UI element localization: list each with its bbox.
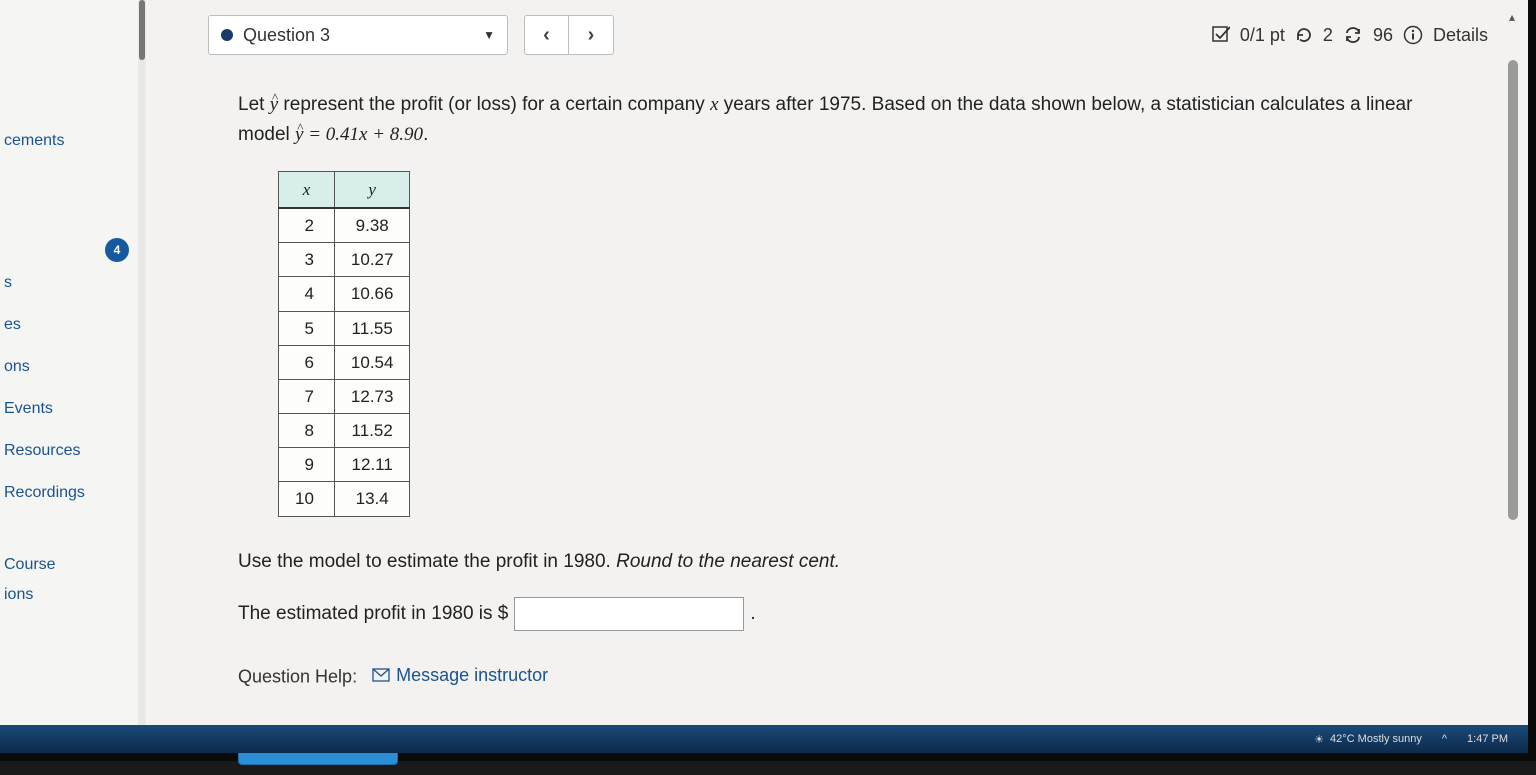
question-selector[interactable]: Question 3 ▼: [208, 15, 508, 55]
scroll-up-icon[interactable]: ▴: [1504, 10, 1520, 26]
question-meta: 0/1 pt 2 96 Details: [1212, 25, 1488, 46]
cell-y: 13.4: [334, 482, 410, 516]
data-table: x y 29.38310.27410.66511.55610.54712.738…: [278, 171, 410, 517]
cell-y: 10.66: [334, 277, 410, 311]
cell-y: 10.54: [334, 345, 410, 379]
prev-question-button[interactable]: ‹: [525, 16, 569, 54]
retry-icon: [1295, 26, 1313, 44]
scrollbar-thumb[interactable]: [139, 0, 145, 60]
sidebar-item[interactable]: cements: [0, 120, 140, 162]
cell-y: 10.27: [334, 243, 410, 277]
table-row: 610.54: [279, 345, 410, 379]
retries-text: 96: [1373, 25, 1393, 46]
answer-suffix: .: [750, 599, 755, 629]
help-line: Question Help: Message instructor: [238, 661, 1458, 691]
sidebar-item[interactable]: s: [0, 262, 140, 304]
cell-y: 12.11: [334, 448, 410, 482]
table-row: 912.11: [279, 448, 410, 482]
answer-prefix: The estimated profit in 1980 is $: [238, 599, 508, 629]
score-text: 0/1 pt: [1240, 25, 1285, 46]
taskbar: ☀ 42°C Mostly sunny ^ 1:47 PM: [0, 725, 1528, 753]
cell-x: 9: [279, 448, 335, 482]
question-body: Let y^ represent the profit (or loss) fo…: [208, 60, 1488, 775]
cell-y: 11.52: [334, 414, 410, 448]
cell-x: 5: [279, 311, 335, 345]
sidebar: cements s es ons Events Resources Record…: [0, 0, 140, 753]
table-row: 29.38: [279, 208, 410, 243]
table-row: 811.52: [279, 414, 410, 448]
cell-y: 12.73: [334, 379, 410, 413]
message-instructor-link[interactable]: Message instructor: [372, 661, 548, 690]
cell-y: 11.55: [334, 311, 410, 345]
status-dot-icon: [221, 29, 233, 41]
cell-x: 10: [279, 482, 335, 516]
help-label: Question Help:: [238, 666, 357, 686]
scrollbar-thumb[interactable]: [1508, 60, 1518, 520]
sidebar-item-resources[interactable]: Resources: [0, 430, 140, 472]
details-link[interactable]: Details: [1433, 25, 1488, 46]
sidebar-badge: 4: [105, 238, 129, 262]
next-question-button[interactable]: ›: [569, 16, 613, 54]
cell-y: 9.38: [334, 208, 410, 243]
sidebar-scrollbar[interactable]: [138, 0, 146, 753]
clock[interactable]: 1:47 PM: [1467, 733, 1508, 745]
sun-icon: ☀: [1314, 733, 1324, 746]
prompt-text: Use the model to estimate the profit in …: [238, 547, 1458, 577]
question-header: Question 3 ▼ ‹ › 0/1 pt 2 96: [208, 0, 1488, 60]
sidebar-item-events[interactable]: Events: [0, 388, 140, 430]
question-nav: ‹ ›: [524, 15, 614, 55]
sidebar-item[interactable]: ons: [0, 346, 140, 388]
table-row: 310.27: [279, 243, 410, 277]
answer-input[interactable]: [514, 597, 744, 631]
question-text: Let y^ represent the profit (or loss) fo…: [238, 90, 1458, 151]
info-icon[interactable]: [1403, 25, 1423, 45]
table-row: 511.55: [279, 311, 410, 345]
caret-down-icon: ▼: [483, 28, 495, 42]
cell-x: 8: [279, 414, 335, 448]
cell-x: 4: [279, 277, 335, 311]
mail-icon: [372, 668, 390, 682]
sidebar-item-course[interactable]: Course: [0, 544, 140, 586]
checkbox-icon: [1212, 26, 1230, 44]
refresh-icon: [1343, 26, 1363, 44]
weather-widget[interactable]: ☀ 42°C Mostly sunny: [1314, 733, 1422, 746]
cell-x: 7: [279, 379, 335, 413]
sidebar-item-recordings[interactable]: Recordings: [0, 472, 140, 514]
attempts-text: 2: [1323, 25, 1333, 46]
question-label: Question 3: [243, 25, 483, 46]
content-scrollbar[interactable]: ▴: [1504, 10, 1520, 713]
table-header-x: x: [279, 171, 335, 208]
table-header-y: y: [334, 171, 410, 208]
cell-x: 2: [279, 208, 335, 243]
cell-x: 3: [279, 243, 335, 277]
sidebar-item[interactable]: ions: [0, 586, 140, 616]
content-area: Question 3 ▼ ‹ › 0/1 pt 2 96: [148, 0, 1528, 753]
weather-text: 42°C Mostly sunny: [1330, 733, 1422, 745]
table-row: 712.73: [279, 379, 410, 413]
table-row: 1013.4: [279, 482, 410, 516]
answer-line: The estimated profit in 1980 is $ .: [238, 597, 1458, 631]
table-row: 410.66: [279, 277, 410, 311]
sidebar-item[interactable]: es: [0, 304, 140, 346]
cell-x: 6: [279, 345, 335, 379]
tray-icons[interactable]: ^: [1442, 733, 1447, 745]
